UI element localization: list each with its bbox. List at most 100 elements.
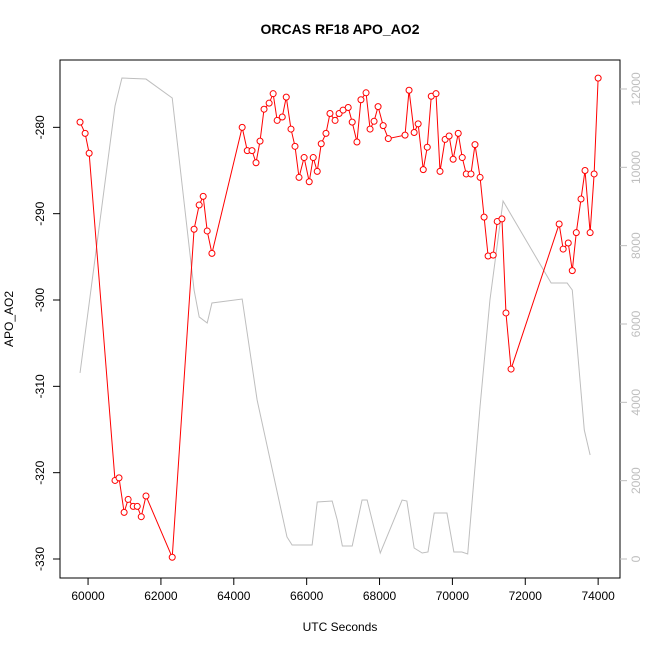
data-point	[195, 201, 203, 209]
data-point	[208, 249, 216, 257]
data-point	[362, 89, 370, 97]
data-point	[471, 141, 479, 149]
x-tick-label: 60000	[71, 589, 105, 603]
x-tick-label: 70000	[436, 589, 470, 603]
data-point	[507, 365, 515, 373]
data-point	[353, 138, 361, 146]
data-point	[344, 103, 352, 111]
data-point	[322, 129, 330, 137]
data-point	[366, 125, 374, 133]
data-point	[278, 113, 286, 121]
data-point	[357, 96, 365, 104]
y2-tick-label: 10000	[629, 150, 643, 184]
data-point	[265, 99, 273, 107]
data-point	[458, 154, 466, 162]
x-tick-label: 72000	[509, 589, 543, 603]
y-tick-label: -290	[33, 201, 47, 225]
data-point	[295, 173, 303, 181]
data-point	[273, 116, 281, 124]
data-point	[559, 245, 567, 253]
y2-tick-label: 8000	[629, 232, 643, 259]
data-point	[480, 213, 488, 221]
data-point	[568, 267, 576, 275]
data-point	[287, 125, 295, 133]
data-point	[269, 90, 277, 98]
data-point	[331, 116, 339, 124]
x-tick-label: 68000	[363, 589, 397, 603]
chart-title: ORCAS RF18 APO_AO2	[261, 21, 420, 37]
data-point	[405, 86, 413, 94]
data-point	[414, 120, 422, 128]
x-tick-label: 66000	[290, 589, 324, 603]
data-point	[305, 178, 313, 186]
y2-tick-label: 12000	[629, 72, 643, 106]
data-point	[260, 105, 268, 113]
x-tick-label: 62000	[144, 589, 178, 603]
data-point	[133, 502, 141, 510]
data-point	[137, 513, 145, 521]
y-axis-label: APO_AO2	[2, 291, 16, 347]
data-point	[142, 492, 150, 500]
data-point	[190, 225, 198, 233]
data-point	[291, 142, 299, 150]
data-point	[410, 129, 418, 137]
data-point	[168, 553, 176, 561]
x-tick-label: 64000	[217, 589, 251, 603]
data-point	[85, 149, 93, 157]
y-tick-label: -320	[33, 460, 47, 484]
data-point	[326, 110, 334, 118]
data-point	[203, 227, 211, 235]
data-point	[256, 137, 264, 145]
data-point	[577, 195, 585, 203]
plot-frame	[59, 59, 621, 579]
data-point	[379, 122, 387, 130]
data-point	[309, 154, 317, 162]
data-point	[454, 129, 462, 137]
data-point	[370, 117, 378, 125]
data-point	[81, 129, 89, 137]
y2-tick-label: 2000	[629, 467, 643, 494]
data-point	[564, 239, 572, 247]
data-point	[489, 251, 497, 259]
y2-tick-label: 0	[629, 555, 643, 562]
data-point	[317, 140, 325, 148]
data-point	[238, 123, 246, 131]
x-axis-label: UTC Seconds	[303, 620, 378, 634]
data-point	[120, 508, 128, 516]
y-tick-label: -300	[33, 288, 47, 312]
data-point	[348, 118, 356, 126]
data-point	[76, 118, 84, 126]
data-point	[282, 93, 290, 101]
data-point	[586, 229, 594, 237]
data-point	[401, 131, 409, 139]
data-point	[300, 154, 308, 162]
series-line	[79, 78, 599, 558]
data-point	[590, 170, 598, 178]
data-point	[248, 147, 256, 155]
data-point	[572, 229, 580, 237]
data-point	[124, 495, 132, 503]
data-point	[374, 103, 382, 111]
data-point	[502, 309, 510, 317]
data-point	[498, 215, 506, 223]
data-point	[467, 170, 475, 178]
data-point	[384, 135, 392, 143]
data-point	[449, 155, 457, 163]
data-point	[432, 90, 440, 98]
data-point	[199, 192, 207, 200]
data-point	[115, 474, 123, 482]
data-point	[423, 143, 431, 151]
y-tick-label: -310	[33, 374, 47, 398]
data-point	[555, 220, 563, 228]
data-point	[419, 166, 427, 174]
y2-tick-label: 6000	[629, 310, 643, 337]
y2-tick-label: 4000	[629, 389, 643, 416]
data-point	[445, 132, 453, 140]
y-tick-label: -280	[33, 115, 47, 139]
data-point	[313, 167, 321, 175]
data-point	[476, 173, 484, 181]
x-tick-label: 74000	[581, 589, 615, 603]
data-point	[581, 167, 589, 175]
data-point	[594, 74, 602, 82]
